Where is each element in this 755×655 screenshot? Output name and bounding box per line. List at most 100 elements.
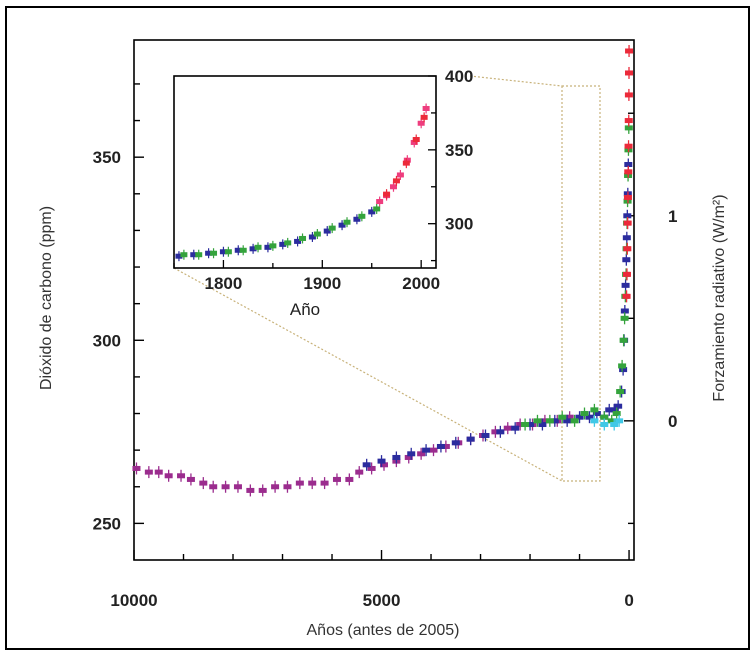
data-point (491, 429, 500, 435)
inset-x-tick-label: 1900 (303, 274, 341, 293)
data-point (209, 484, 218, 490)
inset-data-point (420, 114, 428, 120)
data-point (283, 484, 292, 490)
data-point (441, 443, 450, 449)
data-point (622, 235, 631, 241)
data-point (624, 92, 633, 98)
inset-y-tick-label: 300 (445, 215, 473, 234)
inset-data-point (392, 178, 400, 184)
data-point (570, 418, 579, 424)
data-point (614, 403, 623, 409)
data-point (177, 473, 186, 479)
data-point (624, 125, 633, 131)
zoom-region-box (561, 85, 601, 482)
inset-x-axis-title: Año (290, 300, 320, 319)
data-point (580, 411, 589, 417)
inset-y-tick-label: 350 (445, 141, 473, 160)
data-point (308, 480, 317, 486)
inset-data-point (269, 243, 277, 249)
inset-data-point (396, 172, 404, 178)
inset-data-point (422, 105, 430, 111)
data-point (621, 282, 630, 288)
data-point (623, 246, 632, 252)
data-point (511, 425, 520, 431)
data-point (538, 422, 547, 428)
data-point (585, 414, 594, 420)
data-point (526, 422, 535, 428)
inset-data-point (210, 250, 218, 256)
data-point (233, 484, 242, 490)
data-point (164, 473, 173, 479)
inset-data-point (219, 249, 227, 255)
inset-data-point (205, 250, 213, 256)
inset-data-point (358, 213, 366, 219)
inset-data-point (264, 244, 272, 250)
inset-x-tick-label: 2000 (402, 274, 440, 293)
data-point (436, 443, 445, 449)
data-point (625, 48, 634, 54)
data-point (545, 418, 554, 424)
inset-y-tick-label: 400 (445, 67, 473, 86)
data-point (624, 169, 633, 175)
data-point (615, 418, 624, 424)
data-point (481, 432, 490, 438)
inset-data-point (249, 246, 257, 252)
data-point (271, 484, 280, 490)
data-point (590, 418, 599, 424)
data-point (521, 422, 530, 428)
data-point (246, 487, 255, 493)
inset-x-tick-label: 1800 (205, 274, 243, 293)
inset-data-point (373, 206, 381, 212)
data-point (550, 418, 559, 424)
inset-data-point (239, 247, 247, 253)
data-point (622, 293, 631, 299)
data-point (533, 418, 542, 424)
data-point (623, 194, 632, 200)
data-point (199, 480, 208, 486)
data-point (619, 337, 628, 343)
zoom-connector-top (469, 75, 563, 87)
inset-data-point (308, 234, 316, 240)
inset-chart: 1800 1900 2000 300 350 400 Año (173, 67, 473, 319)
inset-data-point (299, 235, 307, 241)
data-point (516, 422, 525, 428)
inset-data-point (294, 238, 302, 244)
data-point (503, 425, 512, 431)
inset-data-point (338, 222, 346, 228)
data-point (451, 440, 460, 446)
data-point (144, 469, 153, 475)
inset-data-point (328, 225, 336, 231)
data-point (625, 70, 633, 76)
inset-data-point (410, 139, 418, 145)
data-point (558, 414, 567, 420)
data-point (320, 480, 329, 486)
inset-data-point (195, 252, 203, 258)
data-point (616, 389, 625, 395)
right-tick-label: 0 (668, 412, 677, 431)
data-point (623, 220, 632, 226)
inset-data-point (234, 247, 242, 253)
data-point (612, 411, 621, 417)
data-point (422, 447, 431, 453)
data-point (623, 213, 632, 219)
zoom-connector-bottom (173, 267, 563, 482)
data-point (600, 422, 609, 428)
data-point (618, 363, 627, 369)
data-point (575, 414, 584, 420)
data-point (563, 418, 572, 424)
data-point (332, 476, 341, 482)
data-point (622, 271, 631, 277)
inset-data-point (279, 241, 287, 247)
data-point (377, 458, 386, 464)
data-point (624, 118, 633, 124)
y-axis-title: Dióxido de carbono (ppm) (38, 206, 55, 390)
inset-data-point (190, 252, 198, 258)
data-point (186, 476, 195, 482)
inset-data-point (403, 157, 411, 163)
data-point (607, 418, 616, 424)
data-point (295, 480, 304, 486)
inset-data-point (175, 253, 183, 259)
x-tick-label: 10000 (110, 591, 157, 610)
inset-data-point (323, 228, 331, 234)
